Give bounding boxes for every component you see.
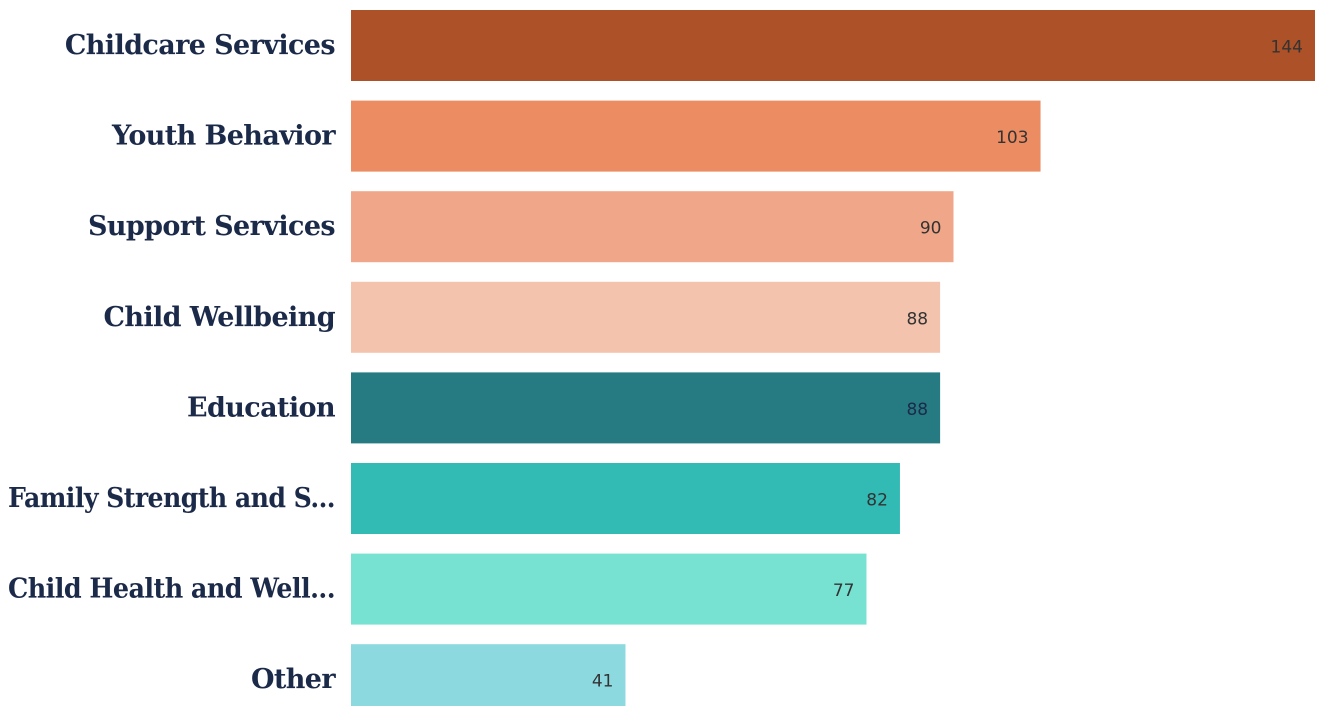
category-label-8: Other	[251, 664, 336, 695]
bar-3[interactable]	[351, 191, 954, 263]
category-label-5: Education	[187, 392, 336, 423]
value-label-8: 41	[592, 672, 614, 692]
value-label-4: 88	[906, 309, 928, 329]
value-label-6: 82	[866, 491, 888, 511]
value-label-7: 77	[833, 581, 855, 601]
category-labels-layer: Childcare Services Youth Behavior Support …	[8, 30, 337, 695]
value-label-5: 88	[906, 400, 928, 420]
bar-2[interactable]	[351, 100, 1041, 172]
category-label-7: Child Health and Well...	[8, 574, 335, 605]
bar-5[interactable]	[351, 372, 941, 444]
bars-layer	[351, 10, 1315, 706]
value-label-2: 103	[996, 128, 1028, 148]
value-label-3: 90	[920, 219, 942, 239]
bar-4[interactable]	[351, 281, 941, 353]
category-label-4: Child Wellbeing	[103, 302, 335, 333]
value-label-1: 144	[1271, 38, 1303, 58]
bar-8[interactable]	[351, 644, 626, 706]
bar-6[interactable]	[351, 463, 900, 534]
bar-7[interactable]	[351, 553, 867, 625]
value-labels-layer: 144 103 90 88 88 82 77 41	[592, 38, 1303, 692]
category-label-6: Family Strength and S...	[8, 483, 335, 514]
category-label-1: Childcare Services	[65, 30, 336, 61]
category-label-2: Youth Behavior	[111, 121, 336, 152]
bar-1[interactable]	[351, 10, 1315, 81]
category-label-3: Support Services	[88, 211, 335, 242]
